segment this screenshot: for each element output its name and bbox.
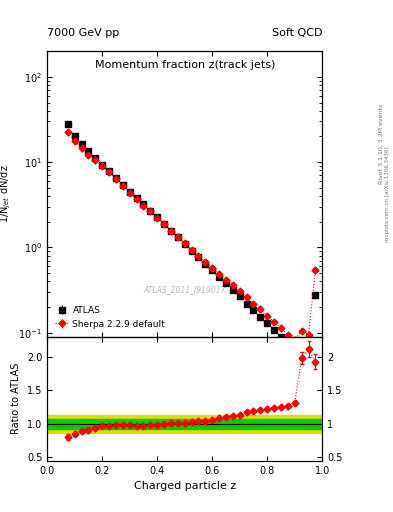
Text: ATLAS_2011_I919017: ATLAS_2011_I919017 <box>143 285 226 294</box>
X-axis label: Charged particle z: Charged particle z <box>134 481 236 491</box>
Text: 7000 GeV pp: 7000 GeV pp <box>47 28 119 38</box>
Y-axis label: 1/N$_{jet}$ dN/dz: 1/N$_{jet}$ dN/dz <box>0 165 13 223</box>
Y-axis label: Ratio to ATLAS: Ratio to ATLAS <box>11 363 21 434</box>
Legend: ATLAS, Sherpa 2.2.9 default: ATLAS, Sherpa 2.2.9 default <box>51 303 169 332</box>
Text: Soft QCD: Soft QCD <box>272 28 322 38</box>
Text: mcplots.cern.ch [arXiv:1306.3436]: mcplots.cern.ch [arXiv:1306.3436] <box>385 147 389 242</box>
Bar <box>47 415 322 433</box>
Text: Momentum fraction z(track jets): Momentum fraction z(track jets) <box>95 60 275 70</box>
Bar <box>47 419 322 429</box>
Text: Rivet 3.1.10, 3.2M events: Rivet 3.1.10, 3.2M events <box>379 103 384 183</box>
